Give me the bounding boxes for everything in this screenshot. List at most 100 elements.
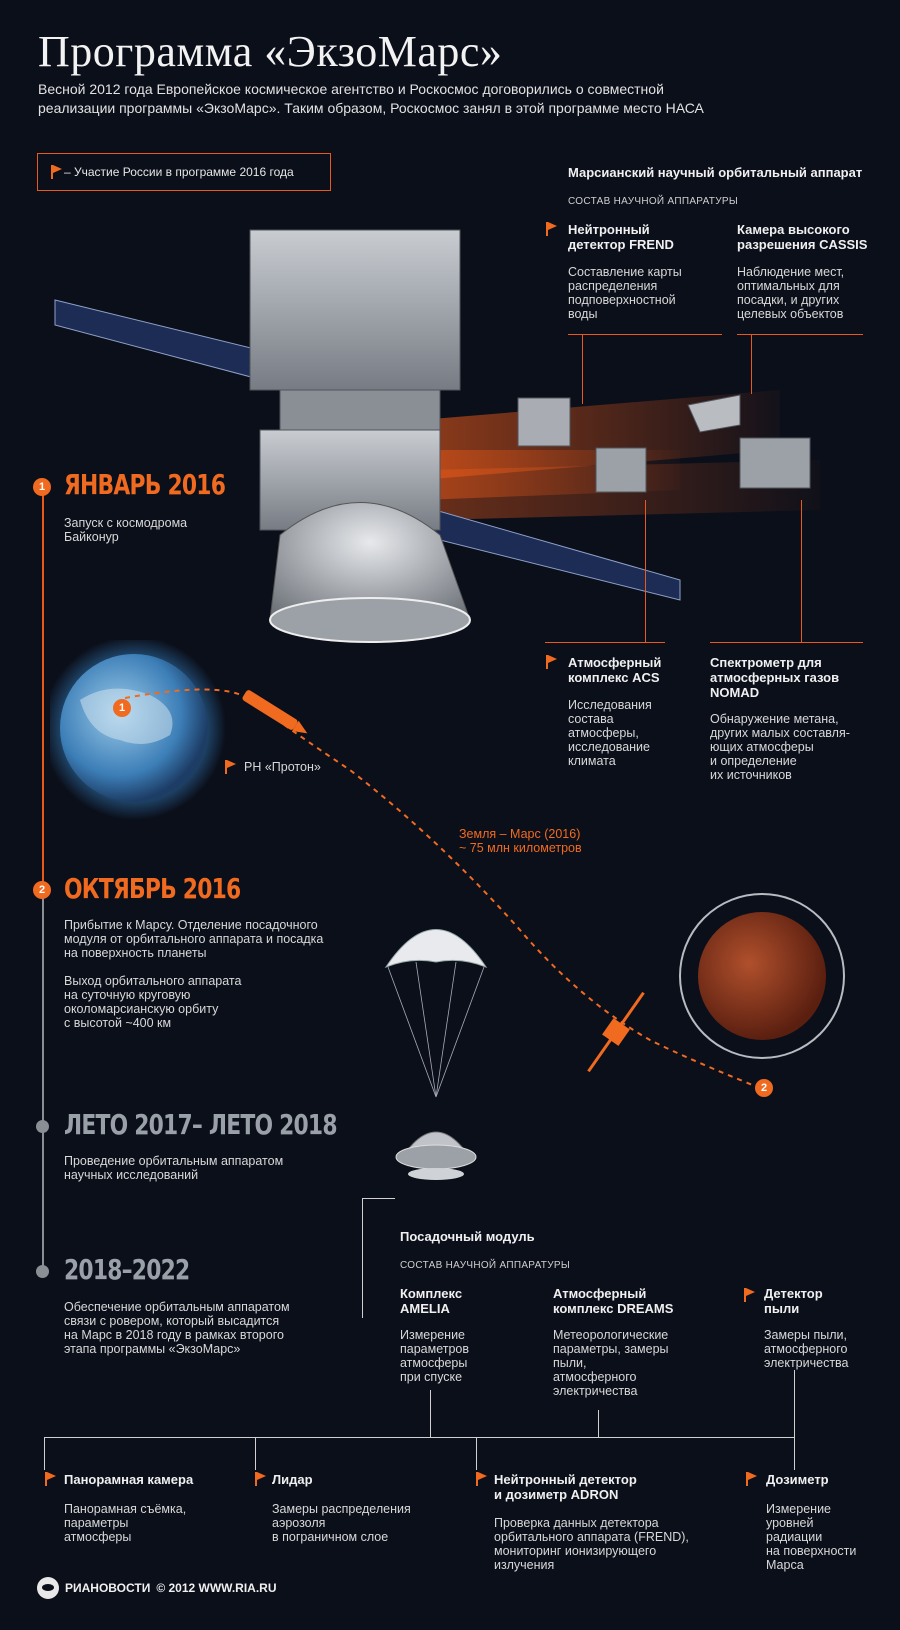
page-title: Программа «ЭкзоМарс» xyxy=(38,27,503,76)
instrument-name-line: и дозиметр ADRON xyxy=(494,1487,619,1502)
desc-line: Байконур xyxy=(64,530,119,544)
orbiter-subtitle: СОСТАВ НАУЧНОЙ АППАРАТУРЫ xyxy=(568,196,738,207)
desc-line: Измерение xyxy=(400,1328,466,1342)
instrument-cassis-name: Камера высокого разрешения CASSIS xyxy=(737,222,867,252)
desc-line: в пограничном слое xyxy=(272,1530,389,1544)
instrument-dreams-desc: Метеорологические параметры, замеры пыли… xyxy=(553,1328,669,1398)
instrument-nomad-desc: Обнаружение метана, других малых составл… xyxy=(710,712,850,782)
connector-line xyxy=(362,1198,395,1199)
desc-line: научных исследований xyxy=(64,1168,199,1182)
desc-line: целевых объектов xyxy=(737,307,844,321)
footer-brand: РИАНОВОСТИ xyxy=(65,1581,151,1595)
timeline-line-orange xyxy=(42,487,44,887)
instrument-name-line: Детектор xyxy=(764,1286,823,1301)
instrument-name-line: Атмосферный xyxy=(568,655,662,670)
desc-line: этапа программы «ЭкзоМарс» xyxy=(64,1342,241,1356)
connector-line xyxy=(598,1410,599,1438)
desc-line: Метеорологические xyxy=(553,1328,669,1342)
desc-line: электричества xyxy=(764,1356,849,1370)
desc-line: атмосферы xyxy=(64,1530,132,1544)
desc-line: других малых составля- xyxy=(710,726,850,740)
connector-line xyxy=(582,334,583,404)
desc-line: подповерхностной xyxy=(568,293,676,307)
desc-line: аэрозоля xyxy=(272,1516,326,1530)
desc-line: оптимальных для xyxy=(737,279,840,293)
instrument-lidar-name: Лидар xyxy=(272,1472,313,1487)
timeline-marker: 1 xyxy=(33,478,51,496)
connector-line xyxy=(255,1437,256,1470)
orbiter-icon xyxy=(587,991,645,1073)
timeline-date: ЯНВАРЬ 2016 xyxy=(64,468,226,501)
flag-icon xyxy=(743,1288,757,1307)
flag-icon xyxy=(545,222,559,241)
desc-line: с высотой ~400 км xyxy=(64,1016,172,1030)
connector-line xyxy=(362,1198,363,1318)
instrument-acs-name: Атмосферный комплекс ACS xyxy=(568,655,661,685)
desc-line: Составление карты xyxy=(568,265,682,279)
intro-line: Весной 2012 года Европейское космическое… xyxy=(38,81,664,97)
desc-line: параметры, замеры xyxy=(553,1342,669,1356)
desc-line: воды xyxy=(568,307,598,321)
connector-line xyxy=(476,1437,477,1470)
desc-line: Проведение орбитальным аппаратом xyxy=(64,1154,284,1168)
timeline-desc: Обеспечение орбитальным аппаратом связи … xyxy=(64,1300,290,1356)
instrument-name-line: комплекс ACS xyxy=(568,670,660,685)
timeline-line-grey xyxy=(42,887,44,1272)
instrument-name-line: Нейтронный xyxy=(568,222,650,237)
instrument-dosimeter-name: Дозиметр xyxy=(766,1472,829,1487)
desc-line: распределения xyxy=(568,279,658,293)
lander-illustration xyxy=(384,929,488,1180)
instrument-adron-name: Нейтронный детектор и дозиметр ADRON xyxy=(494,1472,637,1502)
instrument-nomad-name: Спектрометр для атмосферных газов NOMAD xyxy=(710,655,839,700)
desc-line: радиации xyxy=(766,1530,823,1544)
intro-line: реализации программы «ЭкзоМарс». Таким о… xyxy=(38,100,704,116)
connector-line xyxy=(801,500,802,642)
instrument-amelia-name: Комплекс AMELIA xyxy=(400,1286,462,1316)
instrument-dust-desc: Замеры пыли, атмосферного электричества xyxy=(764,1328,849,1370)
desc-line: климата xyxy=(568,754,616,768)
legend-label: – Участие России в программе 2016 года xyxy=(64,165,294,179)
instrument-dosimeter-desc: Измерение уровней радиации на поверхност… xyxy=(766,1502,856,1572)
timeline-date: 2018–2022 xyxy=(64,1253,190,1286)
trajectory-label-line: ~ 75 млн километров xyxy=(459,841,582,855)
mars-marker: 2 xyxy=(755,1079,773,1097)
desc-line: при спуске xyxy=(400,1370,463,1384)
instrument-name-line: Атмосферный xyxy=(553,1286,647,1301)
desc-line: параметров xyxy=(400,1342,470,1356)
ria-logo-icon xyxy=(37,1577,59,1599)
instrument-frend-name: Нейтронный детектор FREND xyxy=(568,222,674,252)
connector-line xyxy=(44,1437,45,1470)
timeline-dot xyxy=(36,1265,49,1278)
instrument-dreams-name: Атмосферный комплекс DREAMS xyxy=(553,1286,673,1316)
footer: РИАНОВОСТИ © 2012 WWW.RIA.RU xyxy=(37,1577,277,1599)
connector-line xyxy=(44,1437,795,1438)
desc-line: Выход орбитального аппарата xyxy=(64,974,242,988)
instrument-name-line: Комплекс xyxy=(400,1286,463,1301)
instrument-name-line: пыли xyxy=(764,1301,800,1316)
connector-line xyxy=(710,642,863,643)
flag-icon xyxy=(745,1472,759,1491)
desc-line: на поверхности xyxy=(766,1544,857,1558)
instrument-name-line: разрешения CASSIS xyxy=(737,237,868,252)
desc-line: излучения xyxy=(494,1558,555,1572)
instrument-name-line: AMELIA xyxy=(400,1301,450,1316)
desc-line: Прибытие к Марсу. Отделение посадочного xyxy=(64,918,318,932)
instrument-adron-desc: Проверка данных детектора орбитального а… xyxy=(494,1516,689,1572)
desc-line: параметры xyxy=(64,1516,129,1530)
desc-line: ющих атмосферы xyxy=(710,740,814,754)
instrument-cassis-desc: Наблюдение мест, оптимальных для посадки… xyxy=(737,265,844,321)
desc-line: пыли, xyxy=(553,1356,587,1370)
flag-icon xyxy=(475,1472,489,1491)
instrument-amelia-desc: Измерение параметров атмосферы при спуск… xyxy=(400,1328,469,1384)
orbiter-title: Марсианский научный орбитальный аппарат xyxy=(568,165,863,180)
trajectory-illustration xyxy=(50,640,845,1091)
desc-line: Марса xyxy=(766,1558,804,1572)
mars-orbit xyxy=(679,893,845,1059)
instrument-name-line: Спектрометр для xyxy=(710,655,822,670)
lander-subtitle: СОСТАВ НАУЧНОЙ АППАРАТУРЫ xyxy=(400,1260,570,1271)
connector-line xyxy=(568,334,722,335)
mars xyxy=(698,912,826,1040)
intro-text: Весной 2012 года Европейское космическое… xyxy=(38,80,818,118)
flag-icon xyxy=(224,760,238,779)
flag-icon xyxy=(254,1472,268,1491)
